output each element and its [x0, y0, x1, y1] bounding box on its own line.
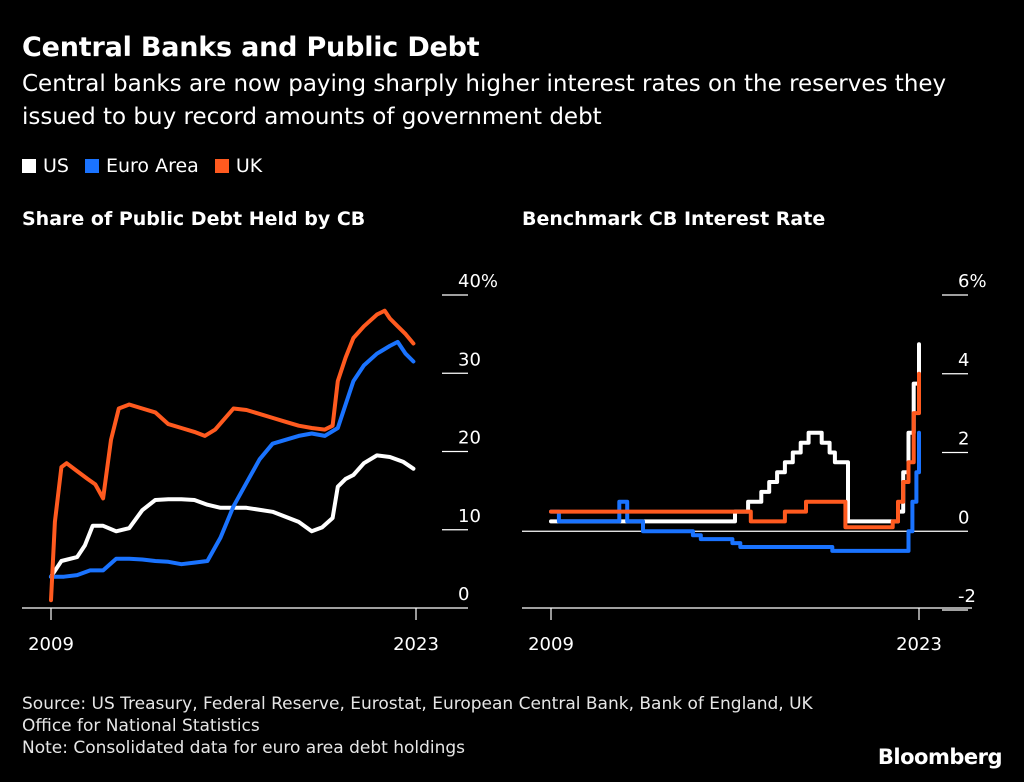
- series-line-euro-area: [49, 339, 416, 579]
- series-line-uk: [549, 371, 921, 530]
- y-tick-label: 0: [958, 507, 969, 528]
- legend-swatch-us: [22, 159, 36, 173]
- legend-label-us: US: [43, 155, 69, 177]
- footer: Source: US Treasury, Federal Reserve, Eu…: [22, 693, 842, 759]
- y-tick-label: 40%: [458, 271, 498, 292]
- legend-swatch-euro-area: [84, 159, 99, 173]
- y-tick-label: 4: [958, 350, 969, 371]
- y-tick-label: 6%: [958, 271, 987, 292]
- footnote: Note: Consolidated data for euro area de…: [22, 738, 466, 758]
- series-line-uk: [49, 308, 416, 603]
- x-tick-label: 2009: [28, 634, 74, 655]
- legend: US Euro Area UK: [22, 155, 278, 177]
- series-line-us: [549, 342, 921, 524]
- x-tick-label: 2023: [896, 634, 942, 655]
- y-tick-label: -2: [958, 586, 976, 607]
- panel-title-public-debt: Share of Public Debt Held by CB: [22, 208, 366, 230]
- y-tick-label: 10: [458, 506, 481, 527]
- panel-title-interest-rate: Benchmark CB Interest Rate: [522, 208, 826, 230]
- legend-item-us: US: [22, 155, 69, 177]
- legend-label-uk: UK: [235, 155, 263, 177]
- x-tick-label: 2009: [528, 634, 574, 655]
- y-tick-label: 30: [458, 349, 481, 370]
- source-note: Source: US Treasury, Federal Reserve, Eu…: [22, 694, 813, 736]
- chart-title: Central Banks and Public Debt: [22, 32, 480, 63]
- series-line-euro-area: [549, 430, 921, 553]
- legend-label-euro-area: Euro Area: [105, 155, 199, 177]
- bloomberg-logo: Bloomberg: [877, 745, 1003, 769]
- y-tick-label: 2: [958, 429, 969, 450]
- x-tick-label: 2023: [393, 634, 439, 655]
- series-line-us: [49, 453, 416, 579]
- y-tick-label: 0: [458, 584, 469, 605]
- legend-item-euro-area: Euro Area: [84, 155, 199, 177]
- legend-item-uk: UK: [214, 155, 263, 177]
- chart-subtitle: Central banks are now paying sharply hig…: [22, 71, 947, 130]
- y-tick-label: 20: [458, 428, 481, 449]
- legend-swatch-uk: [214, 159, 229, 173]
